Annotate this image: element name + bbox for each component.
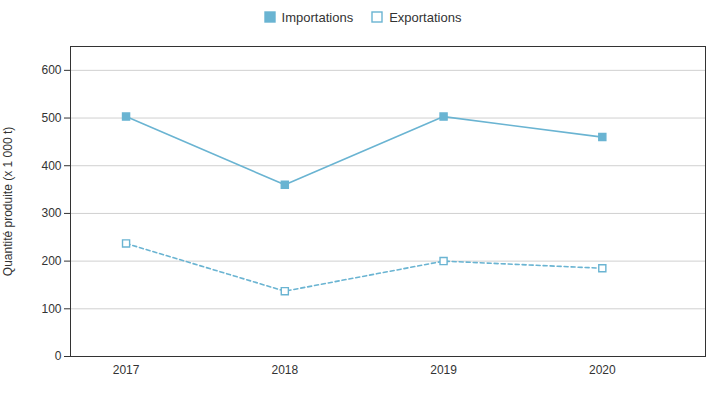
svg-text:300: 300	[41, 206, 61, 220]
svg-text:500: 500	[41, 111, 61, 125]
svg-text:600: 600	[41, 63, 61, 77]
html-text:Importations: Importations	[281, 9, 354, 25]
svg-text:2019: 2019	[430, 363, 457, 377]
svg-text:Quantité produite (x 1 000 t): Quantité produite (x 1 000 t)	[1, 127, 15, 276]
svg-text:2020: 2020	[589, 363, 616, 377]
svg-text:0: 0	[55, 349, 62, 363]
svg-text:200: 200	[41, 254, 61, 268]
svg-text:2018: 2018	[271, 363, 298, 377]
html-text:Exportations: Exportations	[389, 9, 462, 25]
svg-text:100: 100	[41, 302, 61, 316]
svg-text:400: 400	[41, 159, 61, 173]
svg-text:2017: 2017	[113, 363, 140, 377]
